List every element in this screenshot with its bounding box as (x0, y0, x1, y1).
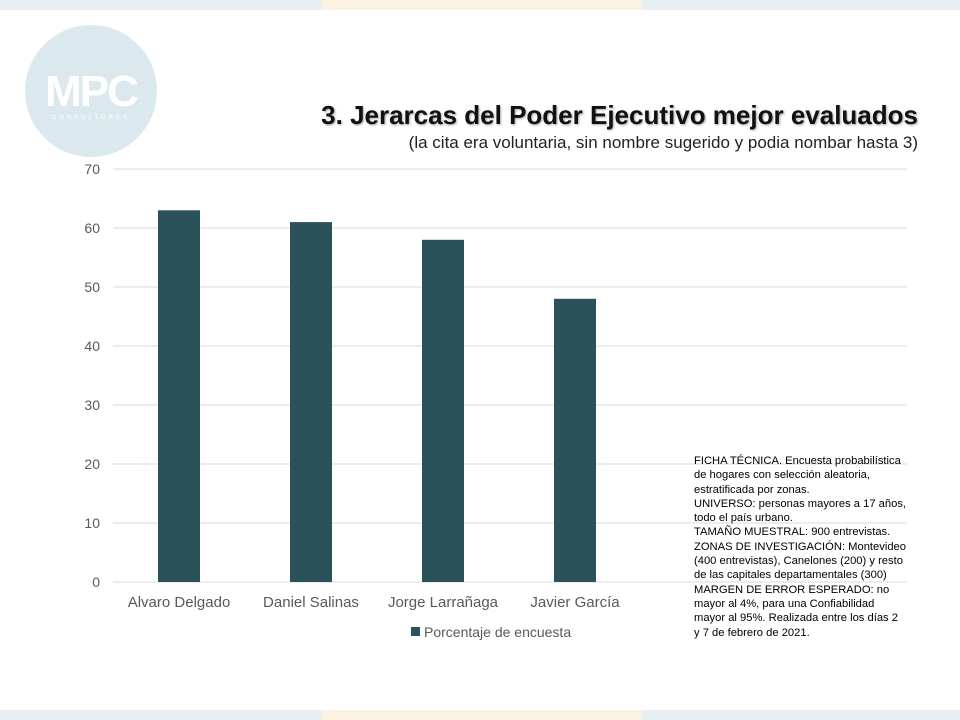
y-tick-label: 10 (84, 515, 100, 531)
y-tick-label: 40 (84, 338, 100, 354)
top-band-right (642, 0, 960, 10)
bottom-band-left (0, 710, 322, 720)
legend-label: Porcentaje de encuesta (424, 624, 571, 640)
logo-subtext: CONSULTORES (51, 115, 131, 121)
legend: Porcentaje de encuesta (411, 624, 571, 640)
ficha-line: FICHA TÉCNICA. Encuesta probabilística (694, 455, 901, 467)
y-tick-label: 20 (84, 456, 100, 472)
ficha-line: MARGEN DE ERROR ESPERADO: no (694, 583, 890, 596)
ficha-tecnica: FICHA TÉCNICA. Encuesta probabilística de… (694, 454, 930, 640)
y-tick-label: 30 (84, 397, 100, 413)
gridlines (113, 168, 907, 583)
x-tick-label: Javier García (530, 594, 620, 611)
ficha-line: TAMAÑO MUESTRAL: 900 entrevistas. (694, 526, 891, 539)
top-band-left (0, 0, 322, 10)
x-axis-labels: Alvaro Delgado Daniel Salinas Jorge Larrañ… (128, 594, 621, 611)
ficha-line: mayor al 95%. Realizada entre los días 2 (694, 612, 898, 625)
bottom-band-right (642, 710, 960, 720)
ficha-line: estratificada por zonas. (694, 483, 810, 496)
y-tick-label: 0 (92, 574, 100, 590)
chart-title: 3. Jerarcas del Poder Ejecutivo mejor ev… (321, 100, 918, 130)
y-axis-ticks: 0 10 20 30 40 50 60 70 (84, 161, 100, 590)
x-tick-label: Alvaro Delgado (128, 594, 231, 611)
bar (290, 222, 332, 582)
bar (422, 239, 464, 583)
logo-mark: MPC (45, 67, 139, 116)
top-decorative-band (0, 0, 960, 10)
ficha-line: (400 entrevistas), Canelones (200) y res… (694, 555, 903, 568)
chart-subtitle: (la cita era voluntaria, sin nombre suge… (408, 133, 918, 152)
top-band-mid (322, 0, 642, 10)
ficha-line: mayor al 4%, para una Confiabilidad (694, 597, 875, 610)
y-tick-label: 50 (84, 279, 100, 295)
ficha-line: todo el país urbano. (694, 512, 793, 525)
bar (158, 210, 200, 583)
bars (158, 210, 596, 583)
bottom-decorative-band (0, 710, 960, 720)
x-tick-label: Jorge Larrañaga (388, 594, 499, 611)
y-tick-label: 60 (84, 220, 100, 236)
ficha-line: de las capitales departamentales (300) (694, 569, 887, 582)
mpc-logo: MPC CONSULTORES (25, 25, 157, 157)
bottom-band-mid (322, 710, 642, 720)
ficha-line: y 7 de febrero de 2021. (694, 626, 810, 639)
ficha-line: UNIVERSO: personas mayores a 17 años, (694, 497, 907, 510)
ficha-line: de hogares con selección aleatoria, (694, 469, 871, 482)
ficha-line: ZONAS DE INVESTIGACIÓN: Montevideo (694, 540, 906, 553)
x-tick-label: Daniel Salinas (263, 594, 359, 611)
y-tick-label: 70 (84, 161, 100, 177)
legend-swatch (411, 627, 420, 636)
bar (554, 298, 596, 582)
